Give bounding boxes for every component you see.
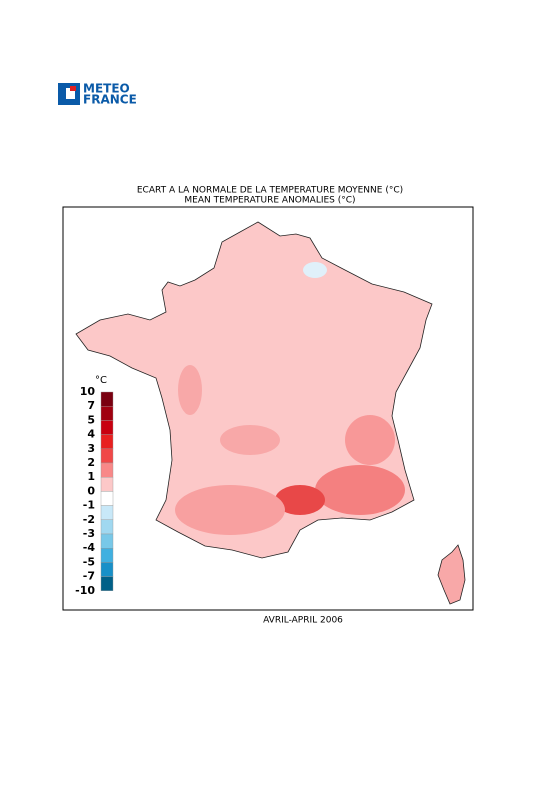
logo-text: METEO (83, 82, 130, 96)
legend-unit: °C (95, 375, 107, 386)
legend-swatch (100, 477, 114, 492)
legend-tick-label: -1 (83, 499, 95, 512)
legend-tick-label: 7 (87, 399, 95, 412)
legend-swatch (100, 548, 114, 563)
map-title: ECART A LA NORMALE DE LA TEMPERATURE MOY… (137, 186, 403, 196)
legend-tick-label: -3 (83, 527, 95, 540)
legend-swatch (100, 491, 114, 506)
anomaly-area (175, 485, 285, 535)
legend-tick-label: -4 (83, 541, 96, 554)
legend-tick-label: -2 (83, 513, 95, 526)
france-map (75, 221, 466, 605)
logo-icon-inner (66, 88, 75, 99)
legend-swatch (100, 576, 114, 591)
logo: METEO FRANCE (58, 82, 137, 107)
legend-tick-label: -7 (83, 570, 95, 583)
legend-swatch (100, 533, 114, 549)
legend-tick-label: 1 (87, 470, 95, 483)
legend-tick-label: 4 (87, 428, 95, 441)
logo-text: FRANCE (83, 93, 137, 107)
legend-tick-label: -10 (75, 584, 95, 597)
anomaly-area (315, 465, 405, 515)
anomaly-area (345, 415, 395, 465)
map-subtitle: MEAN TEMPERATURE ANOMALIES (°C) (184, 196, 355, 206)
legend-swatch (100, 505, 114, 521)
legend-tick-label: -5 (83, 555, 95, 568)
legend-swatch (100, 391, 114, 407)
anomaly-area (178, 365, 202, 415)
logo-flag (70, 86, 76, 91)
anomaly-area (220, 425, 280, 455)
legend-swatch (100, 434, 114, 450)
legend-swatch (100, 462, 114, 478)
map-frame (62, 206, 474, 611)
legend-tick-label: 10 (80, 385, 96, 398)
legend-swatch (100, 519, 114, 535)
legend-tick-label: 2 (87, 456, 95, 469)
legend-swatch (100, 562, 114, 577)
anomaly-area (275, 485, 325, 515)
legend-swatch (100, 420, 114, 435)
legend-tick-label: 5 (87, 413, 95, 426)
corsica-outline (437, 544, 466, 605)
anomaly-area (303, 262, 327, 278)
legend-tick-label: 3 (87, 442, 95, 455)
legend-swatch (100, 406, 114, 421)
legend-swatch (100, 448, 114, 464)
map-caption: AVRIL-APRIL 2006 (263, 616, 343, 626)
legend-tick-label: 0 (87, 484, 95, 497)
